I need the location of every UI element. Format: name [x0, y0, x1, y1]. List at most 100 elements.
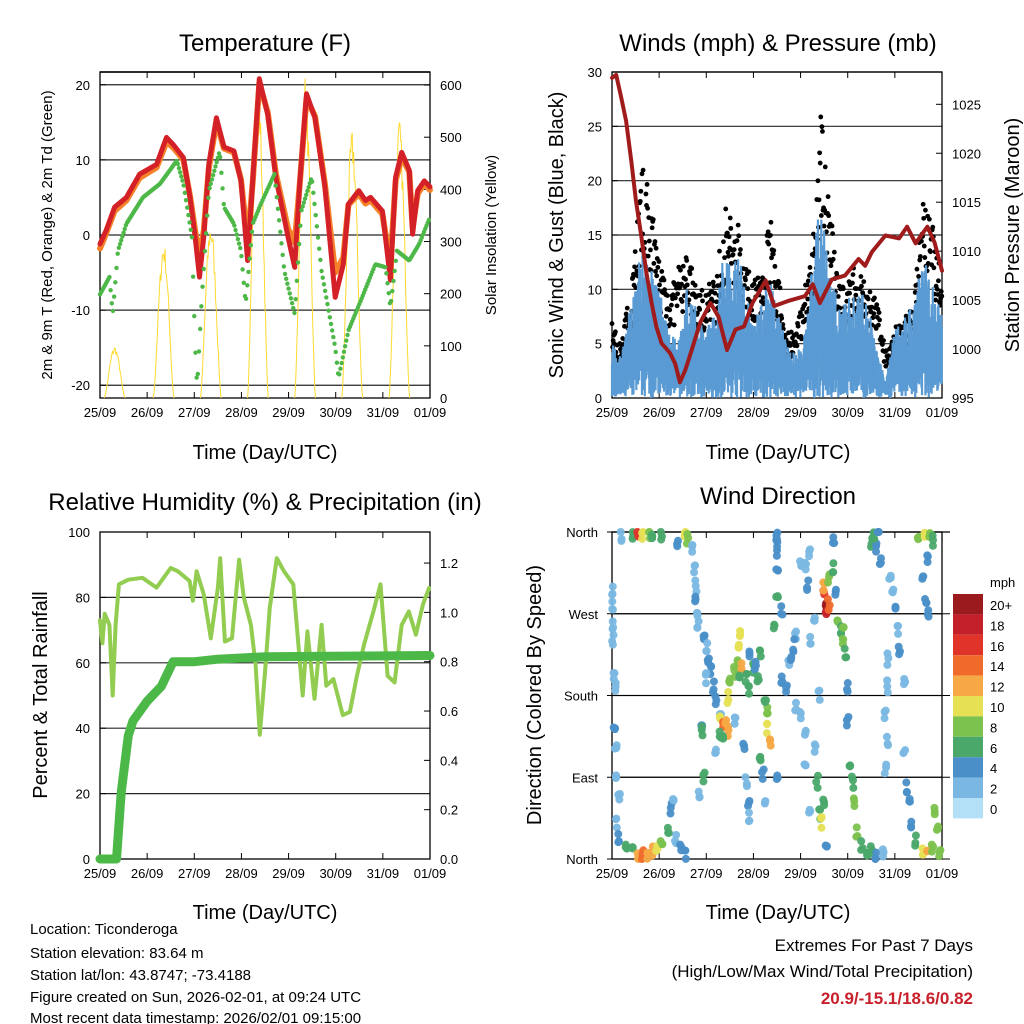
x-tick-label: 25/09 — [596, 405, 629, 420]
direction-point — [796, 709, 805, 718]
direction-point — [883, 676, 892, 685]
gust-point — [665, 293, 670, 299]
direction-point — [674, 536, 683, 545]
direction-point — [695, 793, 704, 802]
direction-point — [868, 533, 877, 542]
dewpoint-point — [285, 281, 290, 286]
dewpoint-point — [236, 241, 242, 246]
direction-point — [883, 739, 892, 748]
gust-point — [684, 258, 690, 263]
direction-point — [812, 777, 821, 786]
gust-point — [646, 238, 652, 244]
dewpoint-point — [221, 201, 226, 207]
gust-point — [752, 318, 757, 324]
gust-point — [770, 251, 776, 257]
gust-point — [735, 222, 741, 228]
gust-point — [936, 278, 941, 284]
x-tick-label: 30/09 — [319, 405, 352, 420]
direction-point — [690, 568, 699, 577]
direction-point — [694, 617, 703, 626]
gust-point — [878, 334, 884, 340]
dewpoint-point — [113, 280, 118, 285]
dewpoint-point — [298, 223, 303, 228]
direction-point — [773, 528, 782, 537]
direction-point — [911, 831, 920, 840]
gust-point — [805, 278, 811, 284]
direction-point — [873, 528, 882, 537]
gust-point — [847, 290, 852, 296]
direction-point — [773, 566, 782, 575]
gust-point — [818, 213, 824, 218]
gust-point — [938, 289, 944, 294]
dewpoint-point — [192, 313, 197, 319]
dewpoint-point — [315, 235, 321, 240]
winds-xlabel: Time (Day/UTC) — [706, 442, 851, 464]
direction-point — [663, 823, 672, 832]
gust-point — [644, 182, 650, 187]
dewpoint-point — [331, 334, 336, 340]
x-tick-label: 26/09 — [131, 405, 164, 420]
x-tick-label: 27/09 — [178, 405, 211, 420]
y-tick-label: 25 — [588, 119, 602, 134]
gust-point — [689, 266, 695, 271]
gust-point — [818, 114, 824, 120]
x-tick-label: 30/09 — [831, 866, 864, 881]
solar-peak — [388, 122, 411, 399]
elevation-text: Station elevation: 83.64 m — [30, 945, 203, 962]
dewpoint-point — [180, 178, 185, 183]
gust-point — [653, 268, 658, 274]
humidity-title: Relative Humidity (%) & Precipitation (i… — [48, 489, 481, 516]
dewpoint-point — [317, 246, 322, 251]
direction-point — [880, 714, 889, 723]
gust-point — [736, 233, 742, 239]
direction-point — [742, 669, 751, 678]
gust-point — [917, 257, 923, 263]
gust-point — [804, 282, 810, 288]
gust-point — [771, 248, 777, 253]
direction-point — [924, 606, 933, 615]
legend-label: 2 — [990, 782, 997, 797]
x-tick-label: 31/09 — [879, 405, 912, 420]
y-tick-label: 30 — [588, 65, 602, 80]
dewpoint-point — [300, 204, 305, 209]
direction-point — [772, 551, 781, 560]
gust-point — [819, 124, 825, 130]
dewpoint-point — [334, 360, 340, 365]
gust-point — [721, 239, 726, 245]
legend-label: 18 — [990, 618, 1004, 633]
gust-point — [728, 260, 734, 266]
direction-point — [770, 621, 779, 630]
dewpoint-point — [345, 332, 350, 338]
dewpoint-point — [311, 190, 316, 196]
x-tick-label: 25/09 — [596, 866, 629, 881]
gust-point — [755, 275, 761, 281]
direction-point — [872, 848, 881, 857]
direction-point — [843, 679, 852, 688]
solar-peak — [103, 347, 126, 399]
dewpoint-point — [302, 196, 308, 201]
dewpoint-point — [338, 366, 343, 371]
gust-point — [612, 329, 618, 335]
gust-point — [714, 273, 720, 279]
direction-point — [883, 682, 892, 691]
dewpoint-point — [309, 179, 315, 184]
winds-ylabel: Sonic Wind & Gust (Blue, Black) — [546, 92, 568, 379]
direction-point — [852, 823, 861, 832]
x-tick-label: 01/09 — [926, 866, 959, 881]
direction-points — [608, 528, 945, 863]
direction-point — [772, 592, 781, 601]
winds-axes: 25/09 26/09 27/09 28/09 29/09 30/09 31/09 01/09… — [588, 65, 981, 420]
gust-point — [807, 265, 813, 270]
latlon-text: Station lat/lon: 43.8747; -73.4188 — [30, 967, 251, 984]
direction-point — [611, 682, 620, 691]
direction-point — [647, 530, 656, 539]
gust-point — [722, 255, 727, 261]
direction-point — [698, 722, 707, 731]
dewpoint-point — [183, 198, 189, 203]
direction-point — [875, 560, 884, 569]
gust-point — [799, 336, 804, 342]
direction-point — [801, 760, 810, 769]
direction-point — [882, 763, 891, 772]
gust-point — [684, 282, 690, 288]
direction-point — [608, 597, 617, 606]
